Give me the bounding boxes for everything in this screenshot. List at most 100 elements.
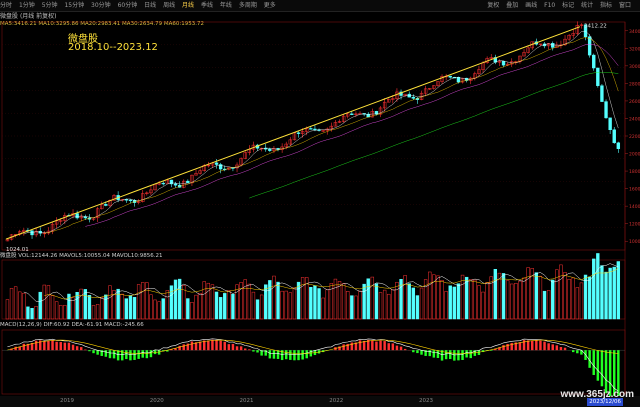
candle-body bbox=[501, 61, 506, 66]
volume-bar bbox=[333, 278, 338, 320]
volume-bar bbox=[9, 288, 14, 320]
watermark: www.365jz.com bbox=[560, 389, 634, 400]
tab-multi-period[interactable]: 多周期 bbox=[238, 2, 257, 9]
macd-line bbox=[7, 338, 619, 392]
tab-1min[interactable]: 1分钟 bbox=[18, 2, 35, 9]
volume-bar bbox=[370, 276, 375, 320]
year-label: 2020 bbox=[149, 398, 164, 404]
year-label: 2019 bbox=[60, 398, 74, 404]
y-tick-label: 2600 bbox=[629, 99, 640, 105]
tab-yearly[interactable]: 年线 bbox=[219, 2, 232, 9]
volume-bar bbox=[71, 297, 75, 320]
tab-daily[interactable]: 日线 bbox=[144, 2, 157, 9]
btn-f10[interactable]: F10 bbox=[544, 2, 556, 9]
btn-stats[interactable]: 统计 bbox=[581, 2, 594, 9]
candle-body bbox=[551, 43, 555, 48]
volume-bar bbox=[182, 285, 186, 320]
tab-60min[interactable]: 60分钟 bbox=[117, 2, 138, 9]
candle-body bbox=[575, 24, 580, 34]
volume-bar bbox=[321, 297, 325, 320]
tab-5min[interactable]: 5分钟 bbox=[41, 2, 58, 9]
btn-indicator[interactable]: 指标 bbox=[600, 2, 613, 9]
candle-body bbox=[538, 43, 543, 45]
candle-body bbox=[411, 96, 416, 99]
candle-body bbox=[423, 88, 428, 94]
btn-overlay[interactable]: 叠加 bbox=[506, 2, 519, 9]
volume-bar bbox=[337, 281, 342, 320]
y-tick-label: 1800 bbox=[629, 169, 640, 175]
candle-body bbox=[567, 35, 571, 40]
candle-body bbox=[59, 220, 63, 222]
btn-adjust[interactable]: 复权 bbox=[487, 2, 500, 9]
candle-body bbox=[165, 179, 170, 184]
volume-bar bbox=[579, 282, 584, 320]
volume-bar bbox=[112, 290, 116, 320]
tab-30min[interactable]: 30分钟 bbox=[91, 2, 111, 9]
tab-more[interactable]: 更多 bbox=[263, 2, 276, 9]
candle-body bbox=[34, 230, 38, 236]
tab-15min[interactable]: 15分钟 bbox=[64, 2, 85, 9]
volume-bar bbox=[481, 291, 485, 320]
volume-bar bbox=[34, 306, 38, 320]
volume-bar bbox=[551, 279, 555, 320]
year-label: 2023 bbox=[419, 398, 433, 404]
candle-body bbox=[218, 164, 223, 170]
ma-line bbox=[85, 44, 619, 227]
y-tick-label: 2800 bbox=[629, 81, 640, 87]
candle-body bbox=[346, 113, 350, 117]
candle-body bbox=[571, 33, 575, 36]
volume-bar bbox=[469, 279, 473, 320]
candle-body bbox=[596, 67, 600, 86]
tab-weekly[interactable]: 周线 bbox=[163, 2, 176, 9]
btn-window[interactable]: 窗口 bbox=[618, 2, 631, 9]
candle-body bbox=[198, 170, 202, 174]
candle-body bbox=[182, 180, 186, 188]
candle-body bbox=[354, 113, 358, 115]
btn-draw[interactable]: 画线 bbox=[525, 2, 538, 9]
volume-bar bbox=[444, 291, 448, 320]
btn-mark[interactable]: 标记 bbox=[562, 2, 575, 9]
candle-body bbox=[149, 189, 153, 194]
volume-bar bbox=[296, 281, 301, 320]
volume-bar bbox=[534, 272, 539, 320]
candle-body bbox=[477, 69, 481, 74]
macd-histogram bbox=[2, 339, 625, 396]
volume-bar bbox=[329, 283, 334, 320]
tab-monthly[interactable]: 月线 bbox=[182, 2, 195, 9]
volume-bar bbox=[604, 271, 608, 320]
candle-body bbox=[378, 107, 383, 115]
volume-bar bbox=[46, 285, 51, 320]
candle-body bbox=[296, 132, 301, 134]
volume-bar bbox=[395, 281, 399, 320]
candle-body bbox=[321, 130, 325, 132]
volume-bar bbox=[526, 267, 530, 320]
trendline bbox=[5, 26, 581, 240]
volume-bar bbox=[235, 284, 239, 320]
volume-bar bbox=[206, 282, 211, 320]
volume-ma-line bbox=[44, 267, 619, 300]
volume-bar bbox=[546, 290, 551, 320]
volume-bar bbox=[608, 267, 612, 320]
volume-bar bbox=[276, 281, 280, 320]
ma-line bbox=[23, 30, 619, 235]
candle-body bbox=[436, 81, 440, 86]
volume-bar bbox=[104, 294, 108, 320]
volume-ma-line bbox=[23, 263, 619, 302]
y-tick-label: 1000 bbox=[629, 239, 640, 245]
candle-body bbox=[587, 36, 592, 56]
tab-quarterly[interactable]: 季线 bbox=[200, 2, 213, 9]
volume-bar bbox=[592, 258, 596, 320]
volume-bar bbox=[165, 290, 170, 320]
volume-bar bbox=[292, 287, 297, 320]
candle-body bbox=[104, 204, 108, 206]
candle-body bbox=[612, 129, 616, 144]
tab-timeshare[interactable]: 分时 bbox=[0, 2, 13, 9]
volume-bar bbox=[432, 274, 436, 320]
volume-bar bbox=[341, 283, 346, 320]
volume-bar bbox=[83, 289, 88, 320]
volume-bar bbox=[391, 289, 395, 320]
moving-average-lines bbox=[23, 30, 619, 235]
volume-bar bbox=[542, 290, 547, 320]
candle-body bbox=[440, 76, 444, 82]
kline-chart[interactable]: 3412.22 1024.01 1000 1200 1400 1600 1800 2000… bbox=[0, 0, 640, 396]
